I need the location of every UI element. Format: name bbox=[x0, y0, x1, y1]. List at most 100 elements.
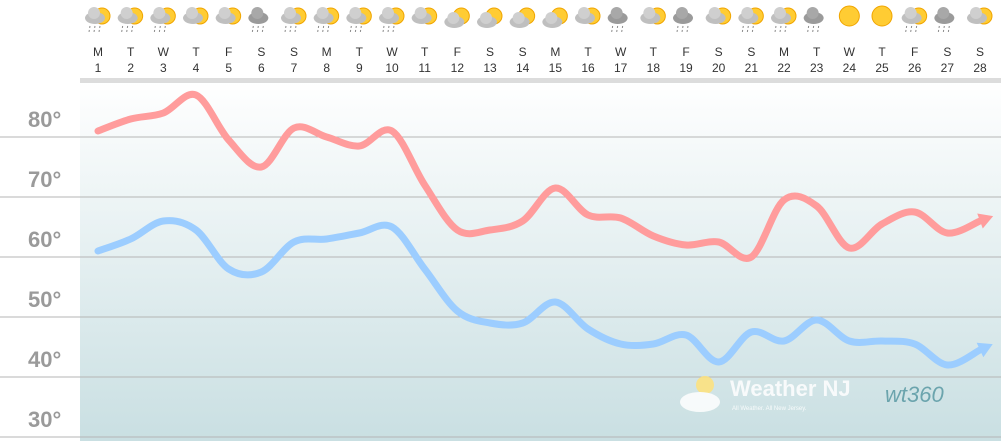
weekday-label: W bbox=[386, 45, 398, 59]
x-tick-label: 5 bbox=[225, 61, 232, 75]
weather-icon bbox=[117, 7, 144, 33]
icon-rain bbox=[616, 25, 619, 33]
weather-icon bbox=[150, 7, 176, 33]
x-tick-label: 7 bbox=[291, 61, 298, 75]
icon-cloud bbox=[512, 12, 525, 24]
x-tick-label: 18 bbox=[647, 61, 661, 75]
icon-rain bbox=[779, 25, 782, 33]
icon-rain bbox=[327, 25, 330, 33]
icon-rain bbox=[322, 25, 325, 33]
icon-rain bbox=[910, 25, 913, 33]
icon-rain bbox=[746, 25, 749, 33]
icon-rain bbox=[93, 25, 96, 33]
x-tick-label: 9 bbox=[356, 61, 363, 75]
x-tick-label: 6 bbox=[258, 61, 265, 75]
icon-rain bbox=[905, 25, 908, 33]
icon-cloud bbox=[545, 12, 558, 24]
temperature-line bbox=[94, 90, 984, 262]
icon-cloud bbox=[676, 7, 688, 19]
plot-area bbox=[80, 80, 1001, 441]
x-tick-label: 8 bbox=[323, 61, 330, 75]
icon-cloud bbox=[643, 7, 656, 19]
x-tick-label: 10 bbox=[385, 61, 399, 75]
icon-rain bbox=[284, 25, 287, 33]
icon-cloud bbox=[153, 7, 166, 19]
line-arrow bbox=[976, 342, 993, 358]
x-tick-label: 24 bbox=[843, 61, 857, 75]
watermark-logo: wt360 bbox=[885, 382, 944, 407]
x-tick-label: 13 bbox=[483, 61, 497, 75]
weekday-label: T bbox=[192, 45, 200, 59]
weather-icon bbox=[673, 7, 693, 33]
x-tick-label: 14 bbox=[516, 61, 530, 75]
icon-rain bbox=[817, 25, 820, 33]
y-tick-label: 30° bbox=[28, 407, 61, 432]
x-tick-label: 11 bbox=[418, 61, 431, 75]
watermark-sun bbox=[696, 376, 714, 394]
weekday-label: M bbox=[550, 45, 560, 59]
weekday-label: T bbox=[584, 45, 592, 59]
icon-rain bbox=[131, 25, 134, 33]
icon-rain bbox=[359, 25, 362, 33]
icon-rain bbox=[937, 25, 940, 33]
lines bbox=[94, 90, 994, 369]
weather-icon bbox=[967, 7, 993, 25]
icon-rain bbox=[153, 25, 156, 33]
icon-rain bbox=[98, 25, 101, 33]
icon-rain bbox=[741, 25, 744, 33]
line-arrow bbox=[977, 213, 994, 229]
weather-icon bbox=[934, 7, 955, 33]
icon-rain bbox=[611, 25, 614, 33]
y-tick-label: 80° bbox=[28, 107, 61, 132]
weekday-label: T bbox=[421, 45, 429, 59]
weather-icon bbox=[542, 7, 568, 28]
y-tick-label: 60° bbox=[28, 227, 61, 252]
icon-cloud bbox=[937, 7, 950, 19]
weather-icon bbox=[871, 5, 893, 27]
icon-cloud bbox=[186, 7, 198, 19]
weather-icon bbox=[215, 7, 242, 25]
weekday-label: T bbox=[813, 45, 821, 59]
y-tick-label: 70° bbox=[28, 167, 61, 192]
x-tick-label: 26 bbox=[908, 61, 922, 75]
icon-cloud bbox=[741, 7, 754, 19]
icon-rain bbox=[774, 25, 777, 33]
weather-icon bbox=[411, 7, 438, 25]
icon-cloud bbox=[284, 7, 296, 19]
x-tick-label: 4 bbox=[193, 61, 200, 75]
weather-icon bbox=[379, 7, 405, 33]
weather-icon bbox=[444, 7, 470, 28]
icon-cloud bbox=[88, 7, 100, 19]
weather-icon bbox=[705, 7, 732, 25]
weekday-label: W bbox=[844, 45, 856, 59]
icon-cloud bbox=[904, 7, 917, 19]
weather-icon bbox=[477, 7, 503, 28]
icon-cloud bbox=[708, 7, 721, 19]
icon-rain bbox=[317, 25, 320, 33]
x-tick-label: 28 bbox=[973, 61, 987, 75]
weather-icons: M 1 T 2 W 3 T 4 F 5 S 6 S 7 M 8 T 9 W 10 T 11 F 12 S 13 S 14 M 15 T 16 W… bbox=[85, 5, 993, 75]
weather-icon bbox=[509, 7, 536, 28]
icon-rain bbox=[751, 25, 754, 33]
icon-sun bbox=[871, 5, 893, 27]
icon-rain bbox=[121, 25, 124, 33]
weekday-label: M bbox=[779, 45, 789, 59]
weather-icon bbox=[85, 7, 111, 33]
icon-rain bbox=[354, 25, 357, 33]
x-tick-label: 2 bbox=[127, 61, 134, 75]
weekday-label: F bbox=[454, 45, 461, 59]
weather-icon bbox=[346, 7, 372, 33]
icon-rain bbox=[251, 25, 254, 33]
icon-cloud bbox=[610, 7, 623, 19]
weekday-label: M bbox=[93, 45, 103, 59]
weather-icon bbox=[771, 7, 797, 33]
icon-cloud bbox=[806, 7, 819, 19]
weekday-label: T bbox=[650, 45, 658, 59]
icon-cloud bbox=[251, 7, 264, 19]
watermark-tagline: All Weather. All New Jersey. bbox=[732, 406, 807, 412]
icon-rain bbox=[349, 25, 352, 33]
icon-rain bbox=[163, 25, 166, 33]
icon-rain bbox=[621, 25, 624, 33]
icon-rain bbox=[676, 25, 679, 33]
x-tick-label: 15 bbox=[549, 61, 563, 75]
